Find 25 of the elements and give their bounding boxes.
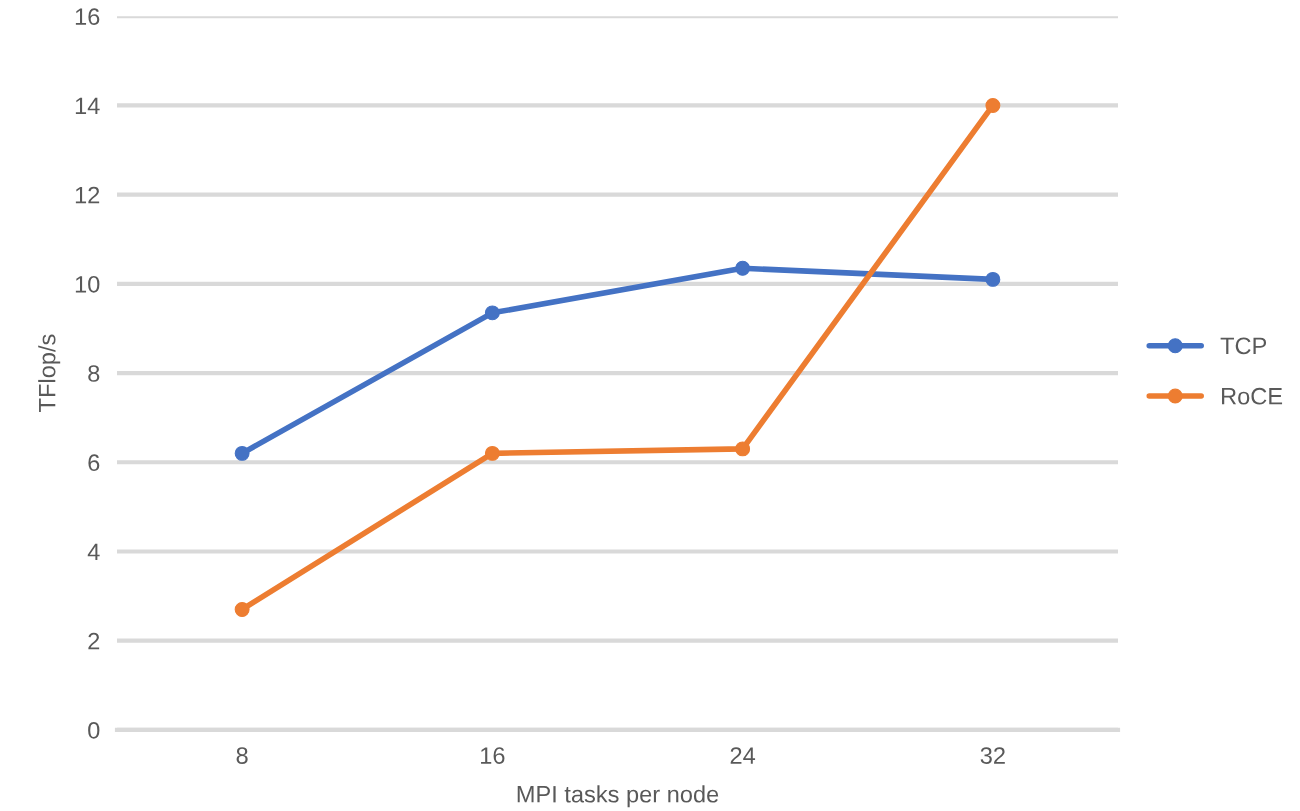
y-tick-label: 2	[88, 632, 100, 650]
y-axis-title: TFlop/s	[38, 334, 61, 412]
y-tick-label: 14	[75, 97, 100, 114]
y-tick-label: 0	[88, 721, 100, 739]
x-tick-label: 24	[730, 747, 756, 764]
point	[234, 602, 250, 617]
x-axis-title: MPI tasks per node	[517, 785, 719, 808]
legend-label: TCP	[1220, 337, 1267, 355]
y-tick-label: 12	[75, 186, 100, 204]
y-tick-label: 6	[88, 454, 100, 472]
x-tick-label: 8	[236, 747, 248, 764]
point	[484, 445, 500, 461]
x-tick-label: 32	[980, 747, 1005, 764]
point	[735, 260, 751, 276]
y-tick-label: 8	[88, 365, 100, 382]
point	[484, 305, 500, 321]
point	[985, 97, 1001, 113]
point	[234, 445, 250, 461]
y-tick-label: 16	[75, 8, 100, 26]
point	[735, 441, 751, 457]
x-tick-label: 16	[481, 747, 505, 764]
point	[985, 271, 1001, 287]
y-tick-label: 10	[75, 275, 100, 293]
y-tick-label: 4	[87, 543, 100, 561]
legend-label: RoCE	[1222, 387, 1283, 405]
